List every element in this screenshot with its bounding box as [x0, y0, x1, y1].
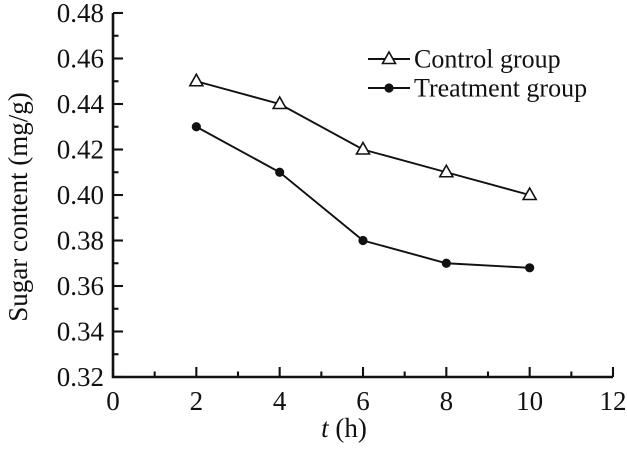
series-control-group-marker-triangle — [188, 72, 205, 87]
y-tick-label: 0.40 — [57, 180, 104, 210]
x-tick-label: 0 — [106, 386, 120, 416]
series-control-group-marker-triangle — [271, 95, 288, 110]
y-tick-label: 0.42 — [57, 135, 104, 165]
x-tick-label: 4 — [273, 386, 287, 416]
legend-label-control: Control group — [414, 45, 561, 74]
x-axis-title-unit: (h) — [329, 413, 367, 443]
y-tick-label: 0.32 — [57, 362, 104, 392]
y-tick-label: 0.46 — [57, 44, 104, 74]
x-axis-title: t (h) — [321, 413, 367, 443]
y-tick-label: 0.38 — [57, 226, 104, 256]
series-control-group-marker-triangle — [521, 186, 538, 201]
series-treatment-group-marker-circle — [358, 235, 368, 246]
series-treatment-group-marker-circle — [275, 167, 285, 177]
series-control-group-marker-triangle — [438, 163, 455, 178]
x-tick-label: 12 — [600, 386, 627, 416]
y-tick-label: 0.48 — [57, 0, 104, 28]
legend-label-treatment: Treatment group — [414, 74, 587, 103]
legend-control-group-marker-triangle — [381, 50, 397, 65]
series-treatment-group-marker-circle — [441, 258, 451, 268]
y-axis-title: Sugar content (mg/g) — [3, 92, 33, 321]
x-tick-label: 10 — [516, 386, 543, 416]
x-tick-label: 8 — [440, 386, 454, 416]
y-tick-label: 0.44 — [57, 89, 105, 119]
series-treatment-group-marker-circle — [191, 122, 201, 132]
y-tick-label: 0.34 — [57, 317, 105, 347]
series-treatment-group-marker-circle — [525, 263, 535, 273]
x-tick-label: 2 — [190, 386, 204, 416]
y-tick-label: 0.36 — [57, 271, 104, 301]
series-control-group-marker-triangle — [355, 140, 371, 155]
legend-treatment-group-marker-circle — [384, 83, 394, 93]
x-axis-title-variable: t — [321, 413, 330, 443]
plot-area: 0 2 4 6 8 10 12 0.32 0.34 0.36 0.38 0.40 0.42 0.44 0.4… — [57, 0, 627, 416]
x-tick-label: 6 — [356, 386, 370, 416]
